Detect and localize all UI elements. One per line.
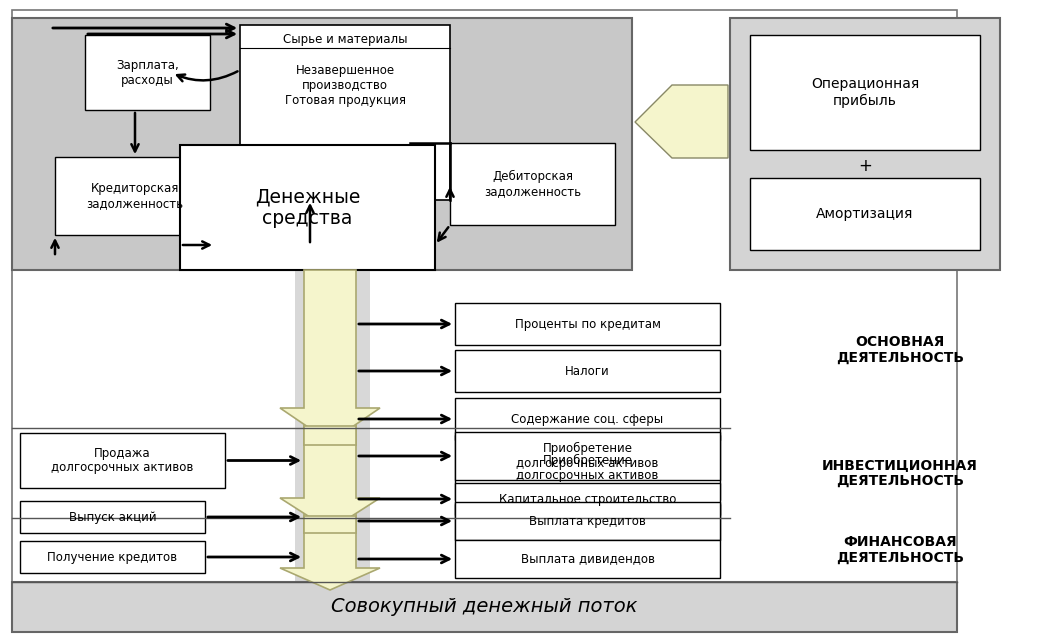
Text: ИНВЕСТИЦИОННАЯ
ДЕЯТЕЛЬНОСТЬ: ИНВЕСТИЦИОННАЯ ДЕЯТЕЛЬНОСТЬ	[822, 458, 978, 488]
Text: Незавершенное
производство
Готовая продукция: Незавершенное производство Готовая проду…	[284, 63, 405, 106]
Text: Операционная
прибыль: Операционная прибыль	[811, 77, 919, 108]
Text: Дебиторская
задолженность: Дебиторская задолженность	[484, 170, 581, 198]
Bar	[456, 540, 720, 578]
Text: Капитальное строительство: Капитальное строительство	[499, 493, 676, 506]
Bar	[240, 25, 450, 200]
Bar	[85, 35, 210, 110]
Text: Сырье и материалы: Сырье и материалы	[283, 33, 407, 45]
Text: Выпуск акций: Выпуск акций	[68, 511, 157, 524]
Polygon shape	[280, 428, 380, 530]
Text: Приобретение
долгосрочных активов: Приобретение долгосрочных активов	[517, 454, 659, 481]
Bar	[456, 504, 720, 540]
Polygon shape	[304, 408, 356, 445]
Bar	[20, 501, 205, 533]
Bar	[730, 18, 1000, 270]
Bar	[750, 178, 980, 250]
Bar	[12, 18, 632, 270]
Bar	[20, 433, 225, 488]
Polygon shape	[635, 85, 728, 158]
Bar	[456, 350, 720, 392]
Text: Зарплата,
расходы: Зарплата, расходы	[116, 58, 179, 86]
Text: Амортизация: Амортизация	[816, 207, 914, 221]
Bar	[12, 10, 957, 632]
Text: Содержание соц. сферы: Содержание соц. сферы	[511, 413, 664, 426]
Text: Денежные
средства: Денежные средства	[255, 187, 360, 228]
Text: Получение кредитов: Получение кредитов	[47, 550, 178, 563]
Bar	[456, 432, 720, 480]
Polygon shape	[280, 518, 380, 590]
Bar	[295, 270, 370, 590]
Text: Приобретение
долгосрочных активов: Приобретение долгосрочных активов	[517, 442, 659, 470]
Bar	[55, 157, 215, 235]
Bar	[456, 502, 720, 540]
Polygon shape	[304, 498, 356, 533]
Bar	[750, 35, 980, 150]
Text: +: +	[858, 157, 872, 175]
Bar	[456, 303, 720, 345]
Bar	[12, 582, 957, 632]
Polygon shape	[304, 426, 356, 445]
Text: ФИНАНСОВАЯ
ДЕЯТЕЛЬНОСТЬ: ФИНАНСОВАЯ ДЕЯТЕЛЬНОСТЬ	[836, 535, 964, 565]
Text: Выплата кредитов: Выплата кредитов	[529, 515, 646, 527]
Polygon shape	[280, 270, 380, 442]
Bar	[456, 435, 720, 500]
Text: Налоги: Налоги	[565, 365, 610, 378]
Text: Совокупный денежный поток: Совокупный денежный поток	[330, 598, 638, 616]
Bar	[456, 483, 720, 515]
Polygon shape	[304, 516, 356, 533]
Bar	[456, 398, 720, 440]
Text: Кредиторская
задолженность: Кредиторская задолженность	[86, 182, 183, 210]
Text: Продажа
долгосрочных активов: Продажа долгосрочных активов	[52, 447, 194, 474]
Text: Проценты по кредитам: Проценты по кредитам	[514, 317, 661, 330]
Bar	[20, 541, 205, 573]
Bar	[450, 143, 615, 225]
Text: Выплата дивидендов: Выплата дивидендов	[521, 552, 654, 566]
Bar	[180, 145, 434, 270]
Text: ОСНОВНАЯ
ДЕЯТЕЛЬНОСТЬ: ОСНОВНАЯ ДЕЯТЕЛЬНОСТЬ	[836, 335, 964, 365]
